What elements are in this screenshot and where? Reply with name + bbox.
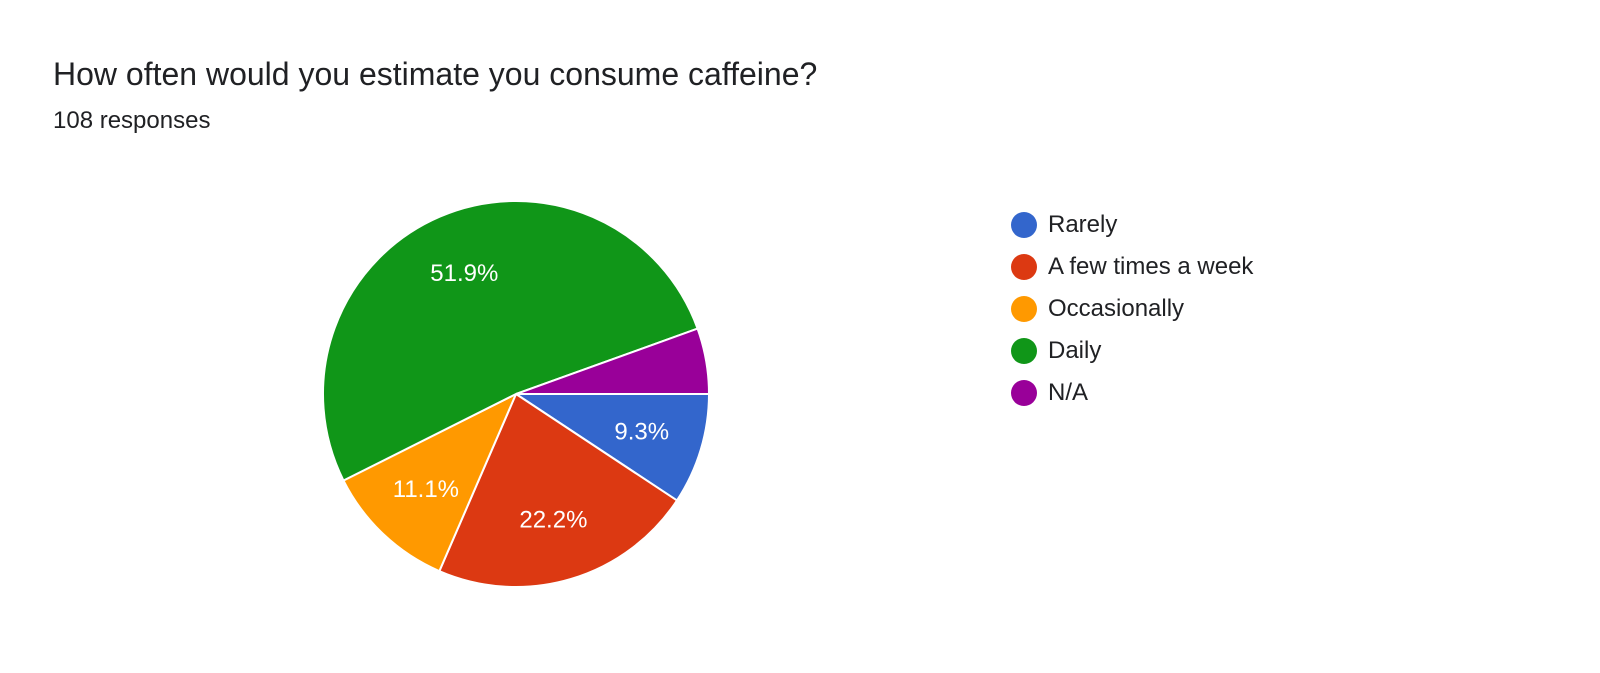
legend-swatch-icon bbox=[1011, 254, 1037, 280]
legend-swatch-icon bbox=[1011, 380, 1037, 406]
chart-legend: Rarely A few times a week Occasionally Dail… bbox=[1011, 204, 1253, 414]
pie-chart: 9.3% 22.2% 11.1% 51.9% bbox=[322, 200, 711, 589]
pie-slices bbox=[322, 200, 711, 589]
data-label-occasionally: 11.1% bbox=[393, 476, 459, 503]
page-title: How often would you estimate you consume… bbox=[53, 56, 818, 92]
legend-swatch-icon bbox=[1011, 212, 1037, 238]
pie-slice-a-few-times-a-week[interactable] bbox=[438, 392, 679, 589]
legend-label: N/A bbox=[1048, 379, 1089, 406]
data-label-daily: 51.9% bbox=[430, 260, 498, 287]
pie-slice-labels: 9.3% 22.2% 11.1% 51.9% bbox=[393, 260, 669, 533]
pie-slice-daily[interactable] bbox=[322, 200, 699, 482]
legend-item-n-a[interactable]: N/A bbox=[1011, 372, 1253, 414]
legend-item-daily[interactable]: Daily bbox=[1011, 330, 1253, 372]
pie-slice-occasionally[interactable] bbox=[342, 391, 519, 573]
pie-slice-rarely[interactable] bbox=[512, 393, 711, 502]
legend-item-rarely[interactable]: Rarely bbox=[1011, 204, 1253, 246]
pie-slice-n-a[interactable] bbox=[515, 327, 711, 395]
data-label-rarely: 9.3% bbox=[614, 418, 669, 445]
legend-label: Occasionally bbox=[1048, 295, 1185, 322]
legend-item-a-few-times-a-week[interactable]: A few times a week bbox=[1011, 246, 1253, 288]
legend-label: A few times a week bbox=[1048, 253, 1254, 280]
legend-swatch-icon bbox=[1011, 338, 1037, 364]
legend-label: Rarely bbox=[1048, 211, 1118, 238]
legend-swatch-icon bbox=[1011, 296, 1037, 322]
response-count: 108 responses bbox=[53, 107, 211, 134]
legend-label: Daily bbox=[1048, 337, 1102, 364]
legend-item-occasionally[interactable]: Occasionally bbox=[1011, 288, 1253, 330]
data-label-a-few-times-a-week: 22.2% bbox=[519, 506, 587, 533]
